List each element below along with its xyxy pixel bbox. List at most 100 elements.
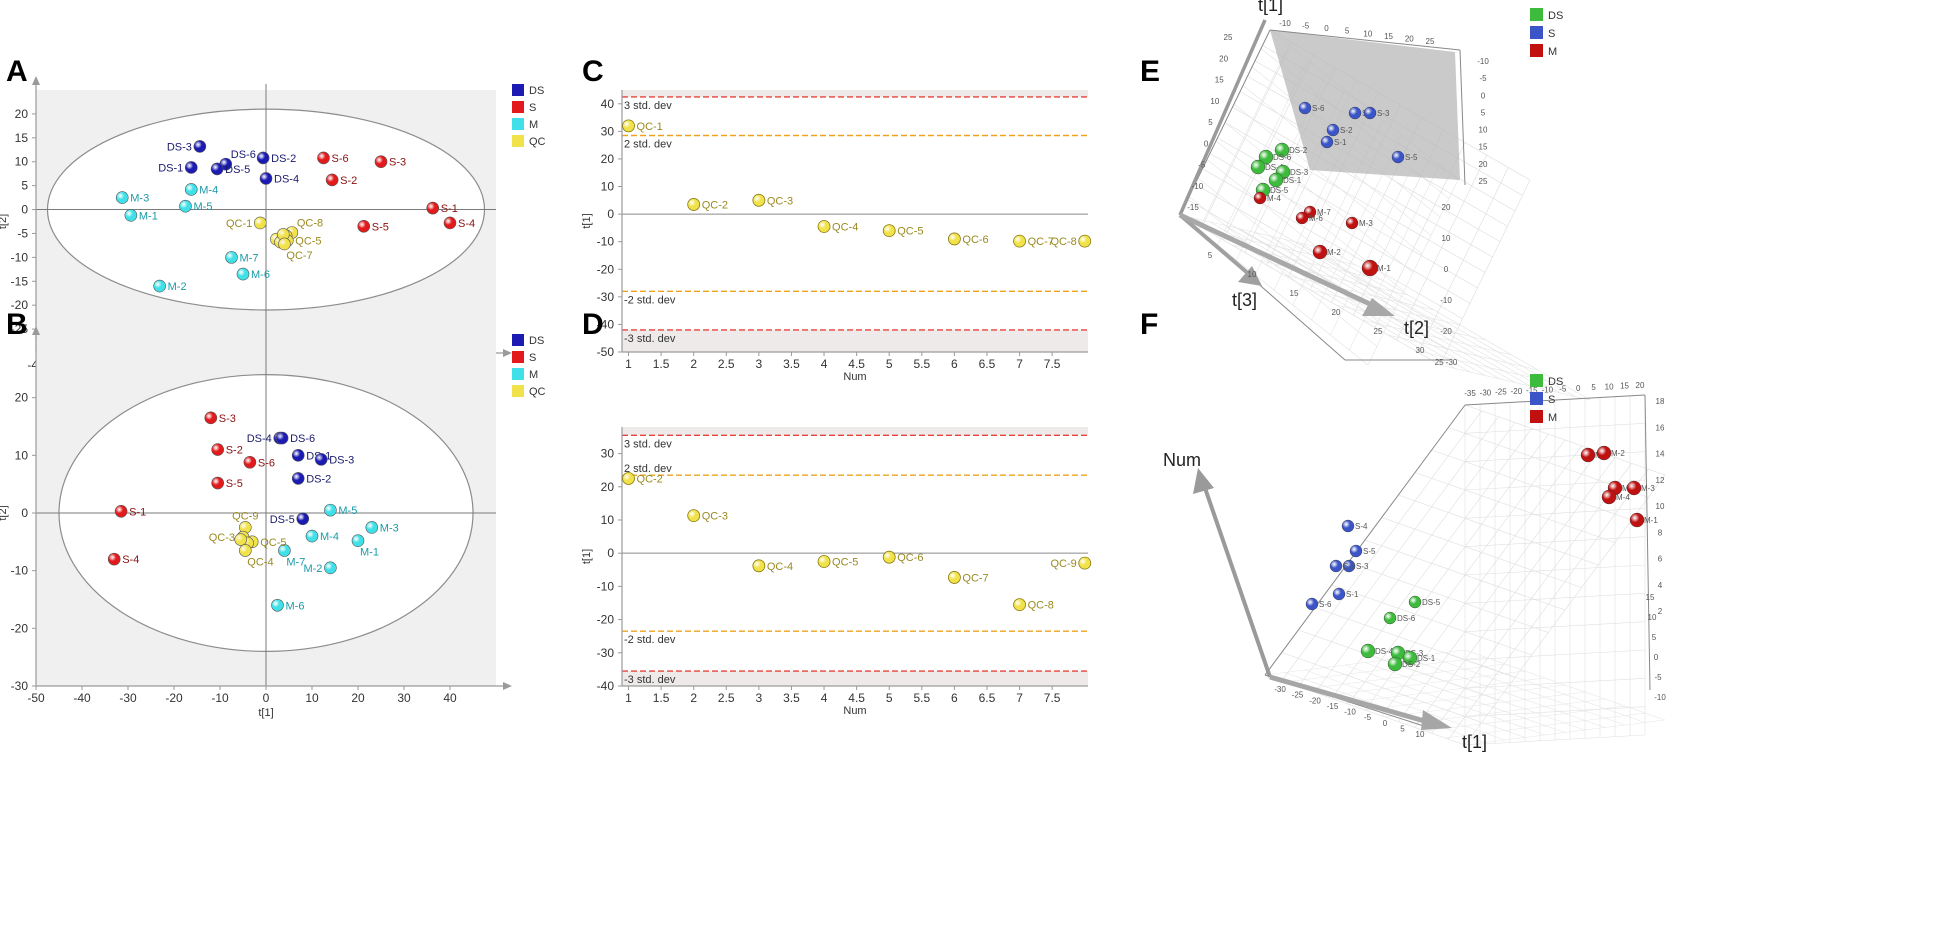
std-dev-label: -2 std. dev: [624, 294, 676, 306]
legend-swatch: [1530, 44, 1543, 57]
grid-line: [1398, 494, 1599, 566]
y-tick-label: -50: [597, 345, 615, 359]
grid-line: [1431, 463, 1632, 734]
point-label: DS-3: [1290, 168, 1309, 177]
legend-swatch: [1530, 410, 1543, 423]
data-point: [314, 453, 328, 466]
tick-label: 6: [1658, 555, 1663, 564]
grid-line: [1188, 196, 1378, 347]
x-tick-label: -50: [27, 691, 45, 705]
point-label: S-2: [1343, 562, 1356, 571]
x-tick-label: 5.5: [913, 691, 930, 705]
point-label: M-7: [1317, 208, 1331, 217]
data-point: [153, 279, 166, 293]
point-label: S-2: [340, 175, 357, 187]
tick-label: 8: [1658, 528, 1663, 537]
data-point: [225, 251, 238, 264]
data-point: [882, 224, 896, 238]
grid-line: [1424, 705, 1626, 732]
y-tick-label: 20: [15, 391, 29, 405]
data-point: [291, 472, 305, 485]
std-dev-label: 2 std. dev: [624, 139, 672, 151]
point-label: S-4: [1355, 522, 1368, 531]
data-point: [1360, 643, 1376, 659]
point-label: M-6: [1309, 214, 1323, 223]
point-label: M-2: [1611, 449, 1625, 458]
tick-label: 20: [1332, 308, 1341, 317]
panel-letter-d: D: [582, 308, 604, 341]
x-tick-label: 4.5: [848, 357, 865, 371]
grid-line: [1444, 712, 1646, 739]
point-label: DS-2: [306, 473, 331, 485]
y-tick-label: 10: [15, 155, 29, 169]
arrow-head-t3: [1238, 266, 1262, 286]
point-label: QC-3: [702, 511, 728, 523]
grid-line: [1464, 649, 1666, 721]
point-label: S-5: [1405, 153, 1418, 162]
x-axis-arrow: [503, 682, 512, 690]
data-point: [211, 443, 224, 456]
tick-label: 5: [1591, 383, 1596, 392]
data-point: [1342, 559, 1356, 573]
axis-arrow-t1: [1269, 674, 1429, 725]
panel-c-qc-control-chart: 3 std. dev 2 std. dev -2 std. dev -3 std. d…: [581, 90, 1092, 383]
point-label: S-4: [122, 554, 139, 566]
y-tick-label: 0: [607, 207, 614, 221]
arrow-head-t2: [1362, 298, 1395, 316]
x-tick-label: -40: [73, 691, 91, 705]
panel-e-3d-score-plot: t[1] t[2] t[3] -10 -5 0 5 10 15 20 25 -10 -5 0 5 10 15 20…: [1178, 0, 1591, 401]
point-label: M-2: [303, 563, 322, 575]
tick-label: -10: [1654, 693, 1666, 702]
x-tick-label: 1.5: [653, 357, 670, 371]
grid-line: [1431, 449, 1632, 521]
point-label: M-1: [360, 547, 379, 559]
point-label: QC-4: [832, 222, 858, 234]
data-point: [1013, 598, 1026, 612]
x-tick-label: 7: [1016, 357, 1023, 371]
tick-label: 10: [1656, 502, 1665, 511]
x-tick-label: 0: [263, 691, 270, 705]
point-label: M-4: [1267, 194, 1281, 203]
x-tick-label: 6: [951, 357, 958, 371]
x-tick-label: 3: [756, 691, 763, 705]
legend-swatch: [512, 385, 524, 397]
point-label: S-3: [1377, 109, 1390, 118]
point-label: QC-2: [637, 473, 663, 485]
tick-label: -10: [1440, 296, 1452, 305]
data-point: [179, 199, 192, 213]
point-label: DS-3: [167, 141, 192, 153]
grid-line: [1464, 719, 1666, 746]
point-label: DS-1: [1417, 654, 1436, 663]
point-label: M-1: [1377, 264, 1391, 273]
grid-line: [1284, 239, 1546, 390]
data-point: [1332, 587, 1346, 601]
tick-label: -10: [1541, 385, 1553, 394]
tick-label: 0: [1324, 24, 1329, 33]
point-label: QC-3: [767, 195, 793, 207]
legend-swatch: [512, 84, 524, 96]
x-tick-label: 40: [443, 691, 457, 705]
tick-label: 10: [1605, 382, 1614, 391]
data-point: [1329, 559, 1343, 573]
tick-label: -10: [1279, 19, 1291, 28]
legend-label: M: [1548, 46, 1557, 58]
y-tick-label: -10: [11, 564, 29, 578]
tick-label: -5: [1302, 22, 1310, 31]
grid-line: [1384, 691, 1586, 718]
point-label: M-1: [139, 210, 158, 222]
data-point: [271, 598, 284, 612]
legend-label: QC: [529, 386, 546, 398]
data-point: [1268, 172, 1284, 188]
data-point: [325, 173, 339, 187]
tick-label: 15: [1479, 143, 1488, 152]
tick-label: -20: [1511, 387, 1523, 396]
x-tick-label: 2: [690, 691, 697, 705]
point-label: DS-1: [158, 162, 183, 174]
point-label: QC-5: [295, 236, 321, 248]
tick-label: 5: [1481, 108, 1486, 117]
data-point: [211, 476, 224, 490]
tick-label: 10: [1416, 730, 1425, 739]
data-point: [1013, 234, 1026, 248]
tick-label: 0: [1481, 91, 1486, 100]
